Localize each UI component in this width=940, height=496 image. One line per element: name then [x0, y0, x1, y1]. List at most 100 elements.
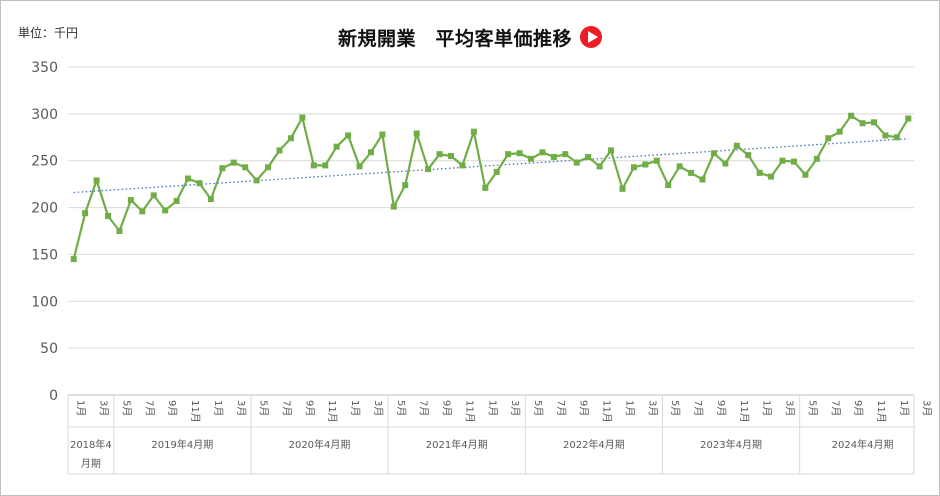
data-point — [207, 196, 214, 203]
period-label-cont: 月期 — [81, 458, 101, 470]
data-point — [790, 158, 797, 165]
month-tick-label: 3月 — [784, 400, 796, 416]
data-point — [882, 132, 889, 139]
y-tick-label: 300 — [31, 107, 58, 123]
y-tick-label: 100 — [31, 294, 58, 310]
month-tick-label: 9月 — [715, 400, 727, 416]
month-tick-label: 1月 — [349, 400, 361, 416]
data-point — [379, 131, 386, 138]
period-label: 2020年4月期 — [289, 438, 351, 451]
data-point — [196, 180, 203, 187]
month-tick-label: 5月 — [806, 400, 818, 416]
month-tick-label: 1月 — [75, 400, 87, 416]
y-tick-label: 250 — [31, 154, 58, 170]
data-point — [550, 153, 557, 160]
data-point — [230, 159, 237, 166]
period-label: 2018年4 — [70, 438, 112, 451]
data-point — [562, 151, 569, 158]
month-tick-label: 7月 — [692, 400, 704, 416]
chart-title-row: 新規開業 平均客単価推移 — [0, 24, 940, 51]
data-point — [665, 182, 672, 189]
data-point — [836, 128, 843, 135]
data-point — [162, 207, 169, 214]
data-point — [150, 192, 157, 199]
data-point — [322, 162, 329, 169]
month-tick-label: 7月 — [829, 400, 841, 416]
data-point — [848, 112, 855, 119]
data-point — [768, 173, 775, 180]
month-tick-label: 7月 — [418, 400, 430, 416]
data-point — [299, 114, 306, 121]
data-point — [265, 164, 272, 171]
data-point — [585, 153, 592, 160]
month-tick-label: 1月 — [486, 400, 498, 416]
data-point — [619, 185, 626, 192]
data-point — [276, 147, 283, 154]
play-icon[interactable] — [580, 26, 602, 48]
data-point — [710, 150, 717, 157]
data-point — [676, 163, 683, 170]
data-point — [82, 210, 89, 217]
data-point — [756, 169, 763, 176]
month-tick-label: 9月 — [303, 400, 315, 416]
month-tick-label: 11月 — [875, 400, 887, 423]
data-point — [447, 153, 454, 160]
month-tick-label: 3月 — [921, 400, 933, 416]
month-tick-label: 3月 — [98, 400, 110, 416]
month-tick-label: 11月 — [601, 400, 613, 423]
data-point — [185, 175, 192, 182]
y-tick-label: 150 — [31, 247, 58, 263]
data-point — [333, 143, 340, 150]
data-point — [505, 151, 512, 158]
data-point — [733, 142, 740, 149]
data-point — [608, 147, 615, 154]
month-tick-label: 5月 — [532, 400, 544, 416]
data-point — [390, 203, 397, 210]
y-tick-label: 200 — [31, 201, 58, 217]
month-tick-label: 7月 — [555, 400, 567, 416]
data-point — [310, 162, 317, 169]
data-point — [93, 177, 100, 184]
period-label: 2024年4月期 — [832, 438, 894, 451]
month-tick-label: 7月 — [281, 400, 293, 416]
data-point — [482, 184, 489, 191]
data-point — [859, 120, 866, 127]
month-tick-label: 5月 — [395, 400, 407, 416]
data-point — [402, 182, 409, 189]
data-point — [413, 130, 420, 137]
data-point — [425, 166, 432, 173]
data-point — [367, 149, 374, 156]
data-point — [253, 177, 260, 184]
unit-label: 単位：千円 — [18, 26, 79, 40]
month-tick-label: 1月 — [761, 400, 773, 416]
month-tick-label: 7月 — [143, 400, 155, 416]
data-point — [596, 163, 603, 170]
y-tick-label: 0 — [49, 388, 58, 404]
data-point — [539, 149, 546, 156]
data-point — [813, 155, 820, 162]
month-tick-label: 3月 — [646, 400, 658, 416]
month-tick-label: 1月 — [898, 400, 910, 416]
data-point — [779, 157, 786, 164]
month-tick-label: 9月 — [578, 400, 590, 416]
month-tick-label: 3月 — [372, 400, 384, 416]
month-tick-label: 11月 — [326, 400, 338, 423]
data-point — [516, 150, 523, 157]
data-point — [139, 208, 146, 215]
data-point — [573, 159, 580, 166]
data-point — [722, 160, 729, 167]
month-tick-label: 3月 — [235, 400, 247, 416]
trendline — [73, 138, 909, 194]
month-tick-label: 9月 — [852, 400, 864, 416]
data-point — [699, 176, 706, 183]
data-point — [493, 168, 500, 175]
month-tick-label: 3月 — [509, 400, 521, 416]
data-point — [436, 151, 443, 158]
data-point — [470, 128, 477, 135]
series-line — [72, 114, 910, 260]
y-tick-label: 50 — [40, 341, 58, 357]
data-point — [116, 228, 123, 234]
chart-title: 新規開業 平均客単価推移 — [337, 28, 572, 50]
